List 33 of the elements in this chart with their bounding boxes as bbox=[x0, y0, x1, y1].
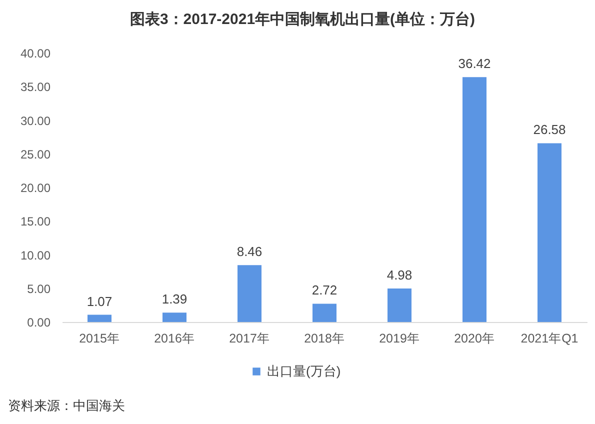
x-tick-label: 2018年 bbox=[304, 332, 345, 346]
x-tick-label: 2016年 bbox=[154, 332, 195, 346]
bar bbox=[162, 312, 186, 322]
bar bbox=[238, 265, 262, 322]
data-label: 4.98 bbox=[386, 268, 412, 283]
y-tick-label: 10.00 bbox=[20, 248, 51, 262]
x-tick-label: 2020年 bbox=[454, 332, 495, 346]
data-label: 8.46 bbox=[236, 244, 262, 260]
data-label: 1.39 bbox=[162, 292, 188, 307]
chart-title: 图表3：2017-2021年中国制氧机出口量(单位：万台) bbox=[130, 11, 476, 28]
y-tick-label: 25.00 bbox=[20, 147, 51, 162]
data-label: 1.07 bbox=[86, 294, 112, 309]
bar bbox=[462, 77, 486, 322]
text: 资料来源：中国海关 bbox=[8, 398, 125, 413]
x-tick-label: 2015年 bbox=[79, 332, 120, 346]
y-tick-label: 5.00 bbox=[27, 282, 51, 296]
y-tick-label: 20.00 bbox=[20, 181, 51, 195]
x-tick-label: 2017年 bbox=[229, 332, 270, 346]
x-tick-label: 2021年Q1 bbox=[520, 332, 578, 346]
data-label: 26.58 bbox=[533, 122, 566, 138]
data-label: 2.72 bbox=[312, 282, 338, 298]
y-tick-label: 35.00 bbox=[20, 80, 51, 94]
y-tick-label: 40.00 bbox=[20, 46, 51, 60]
bar bbox=[88, 314, 112, 322]
bar bbox=[538, 143, 562, 322]
bar bbox=[388, 288, 412, 322]
data-label: 36.42 bbox=[458, 56, 491, 72]
bar bbox=[312, 304, 336, 322]
y-tick-label: 0.00 bbox=[27, 316, 51, 330]
y-tick-label: 15.00 bbox=[20, 214, 51, 229]
x-tick-label: 2019年 bbox=[379, 332, 420, 346]
y-tick-label: 30.00 bbox=[20, 114, 51, 128]
legend-label: 出口量(万台) bbox=[267, 364, 341, 378]
